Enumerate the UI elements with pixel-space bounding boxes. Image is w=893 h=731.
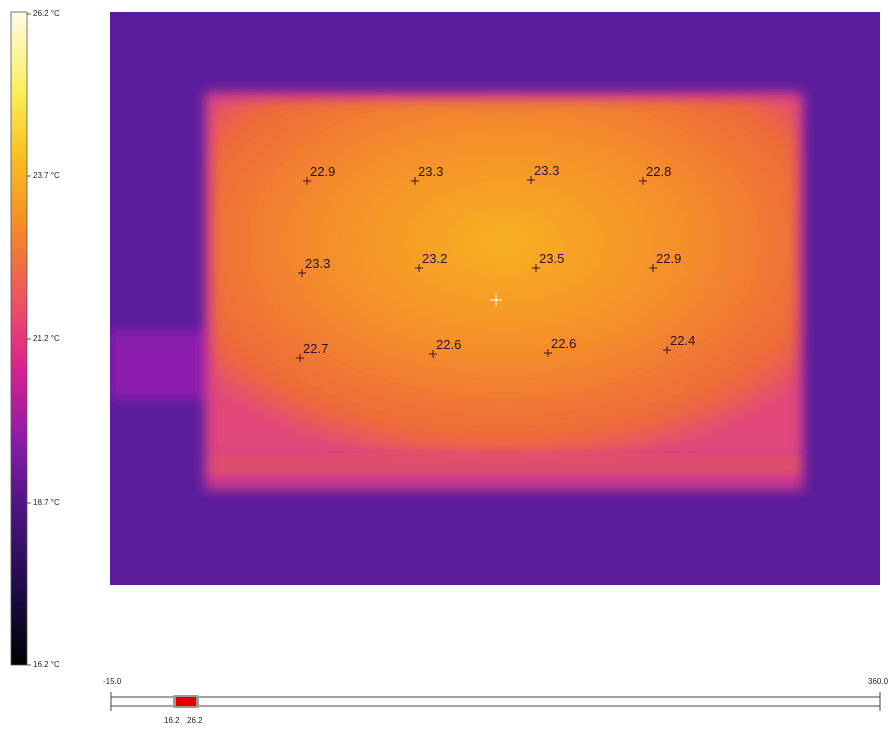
slider-high: 26.2 (187, 716, 203, 725)
spot-label: 22.6 (551, 336, 576, 351)
hot-object (212, 100, 797, 455)
slider-max: 360.0 (868, 677, 889, 686)
spot-marker (527, 176, 535, 184)
spot-marker (415, 264, 423, 272)
center-crosshair (490, 294, 502, 306)
spot-marker (532, 264, 540, 272)
spot-marker (303, 177, 311, 185)
spot-marker (649, 264, 657, 272)
slider-thumb[interactable] (176, 697, 196, 706)
slider-low: 16.2 (164, 716, 180, 725)
spot-label: 22.9 (656, 251, 681, 266)
spot-label: 22.9 (310, 164, 335, 179)
spot-label: 22.8 (646, 164, 671, 179)
spot-label: 23.3 (534, 163, 559, 178)
scale-label: 23.7 °C (33, 171, 60, 180)
range-slider: -15.0 360.0 16.2 26.2 (103, 677, 889, 725)
slider-min: -15.0 (103, 677, 122, 686)
spot-label: 22.7 (303, 341, 328, 356)
spot-marker (429, 350, 437, 358)
warm-edge (110, 330, 220, 400)
spot-label: 23.3 (305, 256, 330, 271)
spot-marker (298, 269, 306, 277)
scale-label: 21.2 °C (33, 334, 60, 343)
spot-marker (639, 177, 647, 185)
spot-label: 22.4 (670, 333, 695, 348)
spot-marker (296, 354, 304, 362)
scale-label: 26.2 °C (33, 9, 60, 18)
spot-label: 22.6 (436, 337, 461, 352)
thermal-image (110, 12, 880, 585)
scale-label: 18.7 °C (33, 498, 60, 507)
spot-marker (411, 177, 419, 185)
spot-label: 23.2 (422, 251, 447, 266)
spot-label: 23.5 (539, 251, 564, 266)
color-bar (10, 11, 28, 666)
spot-marker (544, 349, 552, 357)
spot-marker (663, 346, 671, 354)
object-lower-edge (210, 455, 800, 475)
spot-label: 23.3 (418, 164, 443, 179)
scale-label: 16.2 °C (33, 660, 60, 669)
